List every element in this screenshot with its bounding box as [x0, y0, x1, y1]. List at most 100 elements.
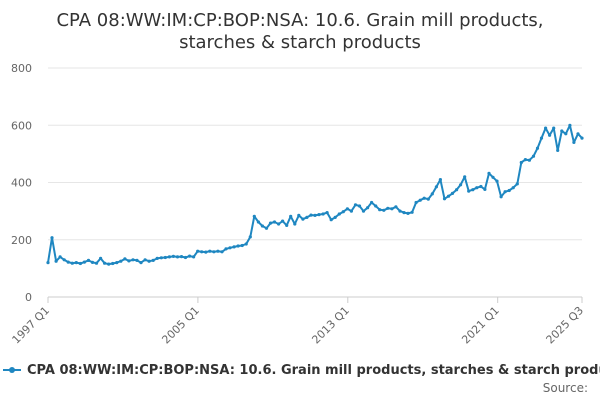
data-point-64[interactable]: [305, 215, 309, 219]
data-point-20[interactable]: [127, 259, 131, 263]
data-point-111[interactable]: [495, 179, 499, 183]
data-point-123[interactable]: [544, 126, 548, 130]
data-point-19[interactable]: [123, 257, 127, 261]
data-point-85[interactable]: [390, 207, 394, 211]
data-point-131[interactable]: [576, 132, 580, 136]
data-point-6[interactable]: [70, 261, 74, 265]
data-point-132[interactable]: [580, 136, 584, 140]
data-point-102[interactable]: [459, 183, 463, 187]
data-point-63[interactable]: [301, 217, 305, 221]
data-point-113[interactable]: [503, 190, 507, 194]
data-point-72[interactable]: [337, 212, 341, 216]
data-point-92[interactable]: [418, 198, 422, 202]
data-point-124[interactable]: [548, 133, 552, 137]
data-point-39[interactable]: [204, 250, 208, 254]
data-point-40[interactable]: [208, 249, 212, 253]
data-point-42[interactable]: [216, 249, 220, 253]
data-point-86[interactable]: [394, 205, 398, 209]
data-point-77[interactable]: [357, 204, 362, 208]
data-point-0[interactable]: [46, 261, 50, 265]
data-point-25[interactable]: [147, 259, 151, 263]
data-point-112[interactable]: [499, 195, 503, 199]
data-point-49[interactable]: [244, 242, 248, 246]
data-point-70[interactable]: [329, 218, 333, 222]
data-point-93[interactable]: [422, 196, 426, 200]
data-point-11[interactable]: [90, 260, 95, 264]
data-point-110[interactable]: [491, 175, 495, 179]
data-point-118[interactable]: [523, 158, 528, 162]
data-point-125[interactable]: [552, 126, 556, 130]
data-point-119[interactable]: [527, 158, 532, 162]
data-point-46[interactable]: [232, 245, 236, 249]
data-point-89[interactable]: [406, 211, 410, 215]
data-point-101[interactable]: [455, 188, 459, 192]
data-point-22[interactable]: [135, 258, 139, 262]
data-point-56[interactable]: [272, 220, 277, 224]
data-point-96[interactable]: [434, 185, 438, 189]
data-point-35[interactable]: [188, 254, 192, 258]
data-point-98[interactable]: [442, 197, 447, 201]
data-point-116[interactable]: [515, 182, 519, 186]
data-point-74[interactable]: [345, 207, 349, 211]
data-point-38[interactable]: [200, 250, 204, 254]
data-point-69[interactable]: [325, 211, 329, 215]
data-point-31[interactable]: [171, 254, 175, 258]
data-point-109[interactable]: [487, 171, 491, 175]
data-point-128[interactable]: [564, 132, 568, 136]
data-point-33[interactable]: [179, 255, 184, 259]
data-point-68[interactable]: [321, 212, 325, 216]
data-point-80[interactable]: [370, 200, 374, 205]
data-point-99[interactable]: [446, 194, 451, 198]
data-point-115[interactable]: [511, 186, 515, 190]
data-point-5[interactable]: [66, 260, 70, 264]
data-point-18[interactable]: [119, 259, 123, 263]
data-point-29[interactable]: [163, 255, 167, 260]
data-point-106[interactable]: [475, 186, 479, 190]
data-point-65[interactable]: [309, 213, 313, 217]
data-point-75[interactable]: [349, 209, 353, 213]
data-point-54[interactable]: [264, 226, 269, 230]
data-point-90[interactable]: [410, 210, 414, 214]
data-point-2[interactable]: [54, 259, 58, 263]
data-point-12[interactable]: [94, 261, 99, 265]
data-point-9[interactable]: [82, 260, 86, 264]
data-point-129[interactable]: [568, 123, 572, 127]
data-point-51[interactable]: [252, 214, 256, 218]
data-point-14[interactable]: [103, 261, 107, 265]
data-point-30[interactable]: [167, 255, 171, 259]
data-point-84[interactable]: [386, 206, 390, 210]
data-point-73[interactable]: [341, 210, 345, 214]
data-point-13[interactable]: [99, 256, 103, 260]
data-point-32[interactable]: [175, 255, 180, 259]
data-point-59[interactable]: [285, 223, 289, 227]
data-point-117[interactable]: [519, 160, 523, 165]
data-point-79[interactable]: [366, 206, 370, 210]
data-point-130[interactable]: [572, 140, 576, 144]
data-point-81[interactable]: [374, 204, 378, 208]
data-point-41[interactable]: [212, 250, 216, 254]
data-point-82[interactable]: [378, 208, 382, 212]
data-point-58[interactable]: [281, 219, 285, 223]
data-point-48[interactable]: [240, 243, 244, 248]
data-point-108[interactable]: [483, 187, 487, 191]
data-point-66[interactable]: [313, 213, 317, 217]
data-point-7[interactable]: [74, 261, 78, 265]
data-point-91[interactable]: [414, 200, 418, 205]
data-point-43[interactable]: [220, 250, 224, 254]
data-point-21[interactable]: [131, 258, 135, 262]
data-point-4[interactable]: [62, 258, 66, 262]
data-point-103[interactable]: [463, 175, 467, 179]
data-point-57[interactable]: [277, 222, 281, 226]
data-point-24[interactable]: [143, 258, 147, 262]
data-point-114[interactable]: [507, 188, 511, 193]
data-point-45[interactable]: [228, 246, 232, 250]
data-point-62[interactable]: [297, 213, 301, 217]
data-point-27[interactable]: [155, 256, 159, 260]
data-point-67[interactable]: [317, 213, 321, 217]
data-point-126[interactable]: [556, 148, 560, 152]
data-point-26[interactable]: [151, 258, 155, 262]
legend[interactable]: CPA 08:WW:IM:CP:BOP:NSA: 10.6. Grain mil…: [3, 363, 600, 378]
data-point-100[interactable]: [450, 191, 455, 195]
data-point-55[interactable]: [268, 221, 273, 225]
data-point-107[interactable]: [479, 184, 483, 189]
